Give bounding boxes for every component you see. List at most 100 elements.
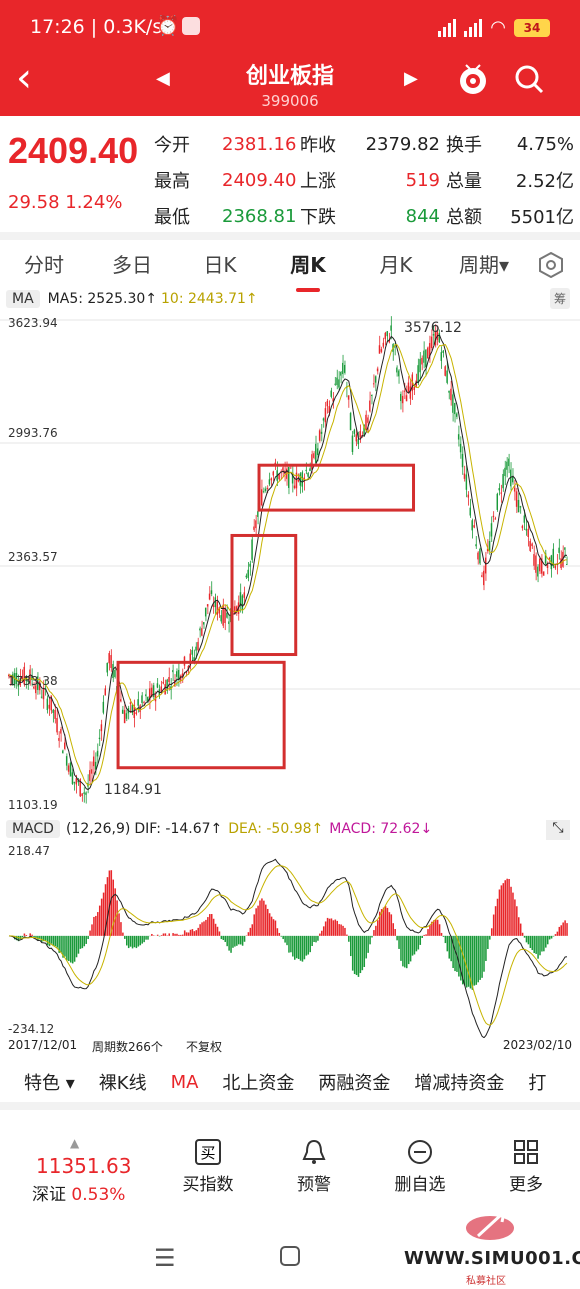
candle-body xyxy=(454,402,456,415)
candle-body xyxy=(400,393,402,402)
candle-body xyxy=(129,702,132,704)
macd-top-label: 218.47 xyxy=(8,844,50,858)
buy-index-label: 买指数 xyxy=(182,1175,234,1195)
settings-icon[interactable] xyxy=(538,252,564,278)
indicator-naked-k[interactable]: 裸K线 xyxy=(98,1073,147,1094)
prev-stock-icon[interactable]: ◀ xyxy=(156,68,170,89)
candle-body xyxy=(98,737,101,740)
indicator-more[interactable]: 打 xyxy=(528,1073,547,1094)
kline-chart-area[interactable]: MA MA5: 2525.30↑ 10: 2443.71↑ 筹 3623.94 … xyxy=(0,286,580,1066)
ma-selector[interactable]: MA xyxy=(6,290,40,308)
candle-body xyxy=(224,607,226,624)
tab-weekly-k[interactable]: 周K xyxy=(264,249,352,292)
app-notification-icon xyxy=(182,17,200,35)
candle-body xyxy=(17,683,20,687)
candle-body xyxy=(540,558,543,574)
candle-body xyxy=(539,558,541,572)
expand-icon[interactable]: ⤡ xyxy=(546,820,570,840)
candle-body xyxy=(191,650,193,655)
candle-body xyxy=(475,544,477,547)
remove-watchlist-label: 删自选 xyxy=(394,1175,446,1195)
candle-body xyxy=(9,676,12,678)
macd-selector[interactable]: MACD xyxy=(6,820,60,838)
back-icon[interactable]: ‹ xyxy=(16,55,32,101)
home-icon[interactable] xyxy=(280,1246,300,1266)
candle-body xyxy=(52,709,54,713)
candle-body xyxy=(448,390,450,393)
chip-distribution-button[interactable]: 筹 xyxy=(549,288,570,309)
alert-button[interactable]: 预警 xyxy=(274,1138,354,1195)
next-stock-icon[interactable]: ▶ xyxy=(404,68,418,89)
index-name[interactable]: 深证 0.53% xyxy=(32,1180,125,1205)
indicator-special[interactable]: 特色 ▾ xyxy=(24,1073,75,1094)
candle-body xyxy=(519,506,522,508)
tab-monthly-k[interactable]: 月K xyxy=(379,252,413,277)
svg-text:买: 买 xyxy=(200,1144,215,1162)
candle-body xyxy=(54,709,56,719)
quote-row: 今开 2381.16 昨收 2379.82 换手 4.75% xyxy=(154,126,574,162)
candle-body xyxy=(394,346,396,348)
candle-body xyxy=(40,696,43,698)
candle-body xyxy=(92,756,95,767)
annotation-box-2 xyxy=(230,533,298,657)
candle-body xyxy=(401,395,404,404)
quote-label: 总额 xyxy=(446,207,482,228)
candle-body xyxy=(316,448,319,455)
candle-body xyxy=(320,431,323,434)
candle-body xyxy=(104,688,106,696)
candle-body xyxy=(349,413,352,431)
candle-body xyxy=(293,485,296,489)
candle-body xyxy=(189,653,191,665)
more-label: 更多 xyxy=(509,1175,543,1195)
candle-body xyxy=(421,357,423,365)
indicator-ma[interactable]: MA xyxy=(170,1071,199,1093)
quote-value: 2379.82 xyxy=(365,133,440,155)
candle-body xyxy=(156,683,159,688)
quote-row: 最高 2409.40 上涨 519 总量 2.52亿 xyxy=(154,162,574,198)
candle-body xyxy=(260,489,263,506)
candle-body xyxy=(131,704,134,714)
candle-body xyxy=(222,604,224,626)
candle-body xyxy=(452,394,454,413)
indicator-margin[interactable]: 两融资金 xyxy=(318,1073,391,1094)
candle-body xyxy=(106,662,108,673)
tab-daily-k[interactable]: 日K xyxy=(203,252,237,277)
candle-body xyxy=(301,472,303,487)
search-icon[interactable] xyxy=(512,62,546,96)
candle-body xyxy=(481,575,483,577)
expand-up-icon[interactable]: ▲ xyxy=(70,1136,80,1150)
candle-body xyxy=(208,593,211,600)
tab-period-dropdown[interactable]: 周期▾ xyxy=(458,252,510,277)
more-button[interactable]: 更多 xyxy=(486,1138,566,1195)
index-name-text: 深证 xyxy=(32,1185,66,1205)
candle-body xyxy=(233,606,236,614)
candle-body xyxy=(461,453,464,468)
candle-body xyxy=(228,621,230,625)
system-nav-bar: ☰ WWW.SIMU001.CN 私募社区 xyxy=(0,1200,580,1289)
robot-assistant-icon[interactable] xyxy=(456,62,490,96)
index-value[interactable]: 11351.63 xyxy=(36,1154,132,1178)
candle-body xyxy=(29,669,31,684)
signal-icon xyxy=(438,18,457,37)
tab-fenshi[interactable]: 分时 xyxy=(24,252,64,277)
buy-index-button[interactable]: 买 买指数 xyxy=(168,1138,248,1195)
candle-body xyxy=(133,705,135,719)
trough-label: 1184.91 xyxy=(104,782,162,798)
candle-body xyxy=(535,555,537,573)
candle-body xyxy=(533,554,535,566)
indicator-northbound[interactable]: 北上资金 xyxy=(222,1073,295,1094)
candle-body xyxy=(382,342,385,347)
recent-apps-icon[interactable]: ☰ xyxy=(154,1244,176,1272)
remove-watchlist-button[interactable]: 删自选 xyxy=(380,1138,460,1195)
candle-body xyxy=(428,343,431,356)
macd-dea-line xyxy=(9,865,568,1026)
quote-value: 2381.16 xyxy=(222,133,297,155)
candle-body xyxy=(58,738,60,741)
candle-body xyxy=(347,395,350,400)
tab-multiday[interactable]: 多日 xyxy=(112,252,152,277)
candle-body xyxy=(201,628,203,636)
candle-body xyxy=(483,570,485,586)
candle-body xyxy=(206,604,209,607)
candle-body xyxy=(479,548,481,564)
indicator-holdings-change[interactable]: 增减持资金 xyxy=(414,1073,505,1094)
